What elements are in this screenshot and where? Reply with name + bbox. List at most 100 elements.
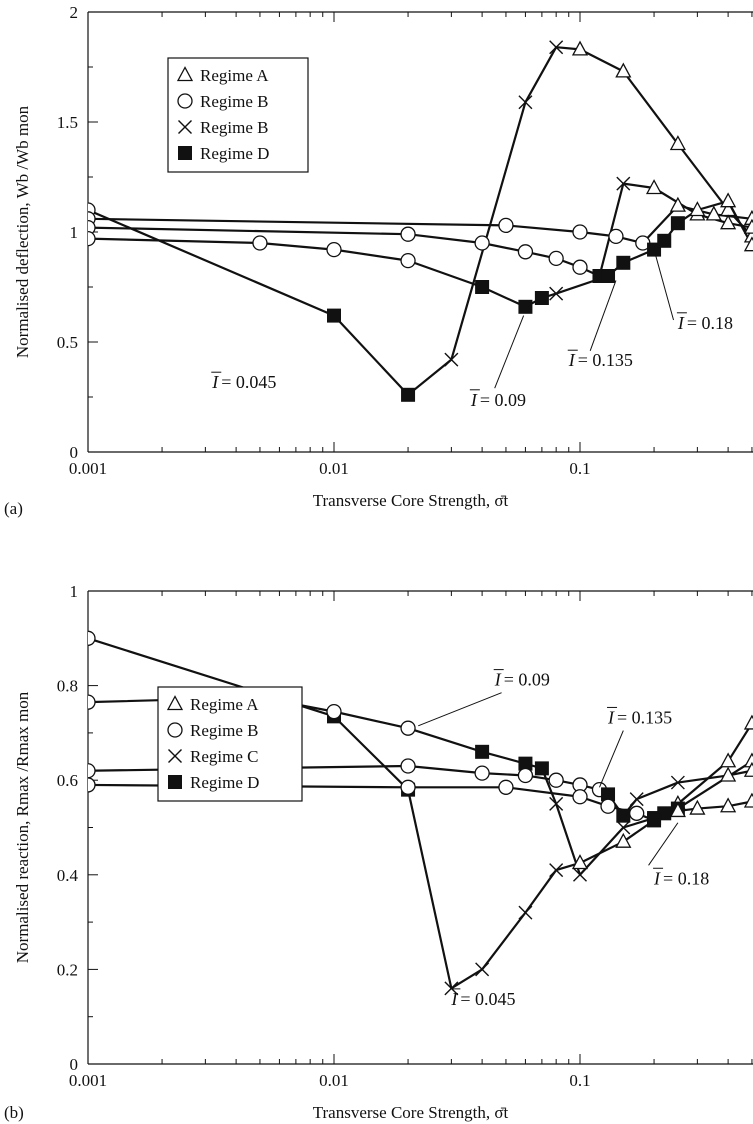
- series-1-point-triangle-marker: [615, 62, 632, 78]
- series-1-point-triangle-marker: [669, 135, 686, 151]
- series-3-point-circle-marker: [88, 763, 96, 779]
- series-4-point-circle-marker: [600, 798, 616, 814]
- series-3-line: [88, 182, 753, 278]
- legend-label: Regime A: [200, 66, 269, 85]
- annotation: I = 0.135: [567, 349, 633, 370]
- series-4-point-circle-marker: [498, 779, 514, 795]
- annotation-symbol-i: I: [677, 313, 685, 333]
- panel-a: 0.001 0.01 0.1 0 0.5 1 1.5 2 Transverse Core Str…: [4, 3, 753, 518]
- x-tick-label: 0.1: [569, 459, 590, 478]
- annotation: I = 0.18: [676, 312, 733, 333]
- x-tick-label: 0.1: [569, 1071, 590, 1090]
- series-3-point-cross-marker-stroke-2: [670, 775, 685, 790]
- annotation-symbol-i: I: [653, 868, 661, 888]
- y-tick-label: 1.5: [57, 113, 78, 132]
- series-3-point-triangle-marker: [743, 218, 753, 234]
- series-2-point-circle-marker: [572, 224, 588, 240]
- annotation-symbol-i: I: [450, 989, 458, 1009]
- series-4-point-circle-marker: [400, 779, 416, 795]
- series-3-point-circle-marker: [517, 767, 534, 784]
- annotation-symbol-i: I: [211, 372, 219, 392]
- series-1-point-square-marker: [401, 387, 416, 402]
- series-4-point-square-marker: [647, 813, 662, 828]
- series-3-point-circle-marker: [88, 219, 96, 236]
- series-2-point-triangle-marker: [705, 205, 722, 221]
- series-2-point-cross-marker-stroke-2: [573, 867, 587, 882]
- series-1-point-triangle-marker: [743, 714, 753, 730]
- series-2-point-cross-marker: [616, 820, 631, 835]
- series-3-point-triangle-marker: [645, 179, 663, 195]
- series-3-point-circle-marker: [474, 765, 490, 781]
- annotation-label: = 0.09: [504, 670, 550, 690]
- legend-label: Regime B: [200, 118, 268, 137]
- series-1-point-cross-marker: [475, 962, 490, 977]
- series-4-point-circle-marker: [629, 805, 645, 821]
- series-1-point-cross-marker-stroke-2: [444, 352, 459, 367]
- series-4-point-square-marker: [475, 280, 490, 294]
- series-3-point-cross-marker-stroke-2: [629, 792, 644, 807]
- annotation-label: = 0.18: [663, 868, 709, 888]
- series-1-point-cross-marker: [549, 40, 564, 55]
- annotation-symbol-i: I: [494, 670, 502, 690]
- plot-area: [88, 630, 753, 996]
- series-2-point-square-marker: [534, 761, 549, 776]
- series-2-point-circle-marker: [498, 217, 514, 234]
- series-1-point-square-marker: [327, 308, 341, 323]
- legend-square-marker: [178, 146, 192, 160]
- y-axis-title: Normalised deflection, Wb /Wb mon: [13, 105, 32, 358]
- legend-cross-marker: [178, 120, 192, 134]
- series-4-point-circle-marker: [326, 241, 342, 258]
- legend-label: Regime D: [190, 773, 259, 792]
- series-2-point-circle-marker: [326, 703, 342, 720]
- x-tick-label: 0.001: [69, 459, 107, 478]
- series-4-point-triangle-marker: [720, 192, 737, 208]
- series-1-point-cross-marker-stroke-2: [549, 863, 564, 878]
- series-1-point-triangle-marker: [615, 832, 632, 848]
- series-2-point-circle-marker: [608, 228, 624, 245]
- annotation: I = 0.045: [211, 371, 276, 392]
- series-1-point-circle-marker: [88, 630, 96, 646]
- y-tick-label: 2: [70, 3, 79, 22]
- series-1-line: [88, 637, 753, 990]
- series-4-point-circle-marker: [400, 252, 416, 269]
- annotation: I = 0.045: [450, 988, 516, 1009]
- legend-triangle-marker: [176, 66, 194, 82]
- series-4-point-triangle-marker: [689, 799, 706, 815]
- y-tick-label: 0: [70, 443, 79, 462]
- annotation: I = 0.09: [493, 669, 550, 690]
- legend-cross-marker: [168, 749, 182, 763]
- series-1-point-cross-marker: [549, 863, 564, 878]
- series-2-point-cross-marker-stroke-2: [549, 796, 564, 811]
- series-2-point-circle-marker: [400, 720, 416, 736]
- series-1-point-cross-marker: [444, 352, 459, 367]
- panel-label: (a): [4, 499, 23, 518]
- y-tick-label: 1: [70, 223, 79, 242]
- legend-label: Regime A: [190, 695, 259, 714]
- legend-label: Regime D: [200, 144, 269, 163]
- legend-cross-marker-stroke-2: [178, 120, 192, 134]
- series-1-point-triangle-marker: [720, 752, 737, 768]
- legend: Regime A Regime B Regime B Regime D: [167, 57, 309, 173]
- series-2-point-cross-marker: [573, 867, 587, 882]
- series-3-point-circle-marker: [572, 259, 588, 275]
- series-3-point-cross-marker: [670, 775, 685, 790]
- annotation-leader-line: [653, 249, 675, 321]
- legend-cross-marker-stroke-2: [168, 749, 182, 763]
- series-1-point-triangle-marker: [571, 854, 589, 870]
- series-4-point-triangle-marker: [669, 802, 686, 818]
- annotation-label: = 0.135: [617, 707, 672, 727]
- series-2-point-circle-marker: [88, 694, 96, 710]
- series-2-point-square-marker: [475, 744, 490, 759]
- legend-circle-marker: [177, 93, 193, 109]
- legend-label: Regime C: [190, 747, 258, 766]
- series-3-point-cross-marker: [616, 176, 631, 191]
- x-tick-label: 0.001: [69, 1071, 107, 1090]
- annotation-label: = 0.135: [578, 350, 633, 370]
- series-3-point-circle-marker: [548, 772, 564, 788]
- series-3-point-circle-marker: [400, 226, 416, 242]
- x-tick-label: 0.01: [319, 1071, 349, 1090]
- panel-b: 0.001 0.01 0.1 0 0.2 0.4 0.6 0.8 1 Transverse Cor…: [4, 582, 753, 1122]
- annotation-leader-line: [418, 692, 502, 727]
- series-4-point-triangle-marker: [689, 201, 706, 217]
- series-4-point-triangle-marker: [743, 792, 753, 808]
